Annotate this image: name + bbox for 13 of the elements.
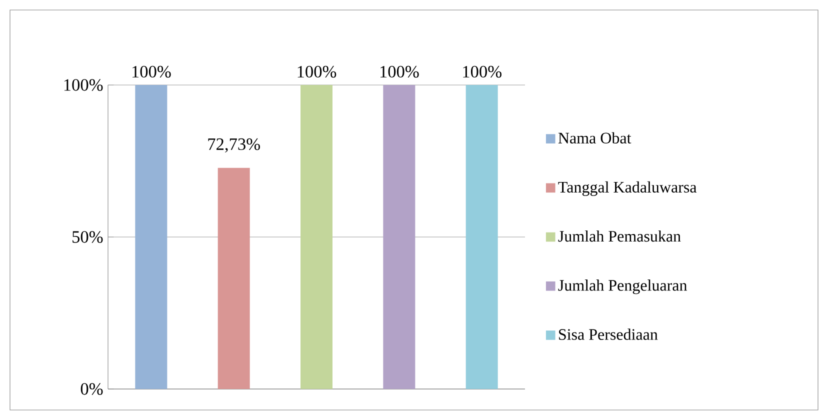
y-tick-label: 100% bbox=[64, 79, 103, 91]
data-label: 72,73% bbox=[208, 138, 260, 153]
legend-label: Sisa Persediaan bbox=[559, 328, 658, 340]
y-tick-label: 0% bbox=[80, 383, 103, 395]
legend-label: Nama Obat bbox=[558, 132, 632, 144]
data-label: 100% bbox=[463, 66, 502, 78]
legend-label: Jumlah Pengeluaran bbox=[558, 280, 688, 294]
legend-label: Tanggal Kadaluwarsa bbox=[558, 181, 697, 196]
data-label: 100% bbox=[298, 66, 336, 78]
data-label: 100% bbox=[380, 66, 419, 78]
legend-label: Jumlah Pemasukan bbox=[558, 230, 681, 242]
y-tick-label: 50% bbox=[72, 231, 103, 243]
data-label: 100% bbox=[132, 66, 171, 78]
